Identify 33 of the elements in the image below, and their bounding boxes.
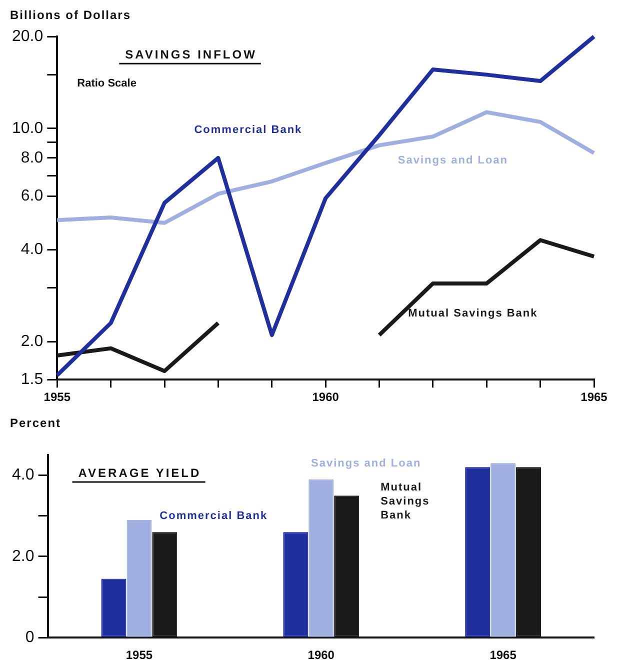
text: Commercial Bank [194,124,302,136]
y-axis-title: Billions of Dollars [9,8,132,23]
bar [126,520,152,637]
series-label: Savings and Loan [311,457,422,470]
y-tick-label: 1.5 [20,371,44,388]
x-tick-label: 1965 [580,390,608,404]
y-tick-label: 8.0 [20,149,44,166]
y-axis-title: Percent [9,416,62,431]
bar [283,532,308,637]
y-tick-label: 0 [25,629,34,646]
series-label: Commercial Bank [160,510,268,522]
bar [308,479,334,637]
bar [465,467,490,637]
series-label: Mutual Savings Bank [408,308,538,320]
y-tick-label: 4.0 [12,466,34,484]
x-tick-label: 1955 [126,648,153,662]
x-tick-label: 1955 [44,390,71,404]
text: SAVINGS INFLOW [125,48,257,62]
y-tick-label: 2.0 [20,332,44,350]
y-tick-label: 4.0 [20,241,44,258]
y-tick-label: 20.0 [12,28,44,46]
y-tick-label: 6.0 [20,187,44,204]
series-label: Mutual Savings Bank [380,482,430,522]
x-tick-label: 1960 [312,390,340,404]
bar [490,463,516,637]
y-tick-label: 2.0 [12,548,34,565]
y-tick-label: 10.0 [12,120,44,137]
bar [101,578,126,637]
text: AVERAGE YIELD [78,466,202,480]
x-tick-label: 1960 [308,648,335,662]
text: Ratio Scale [77,78,136,90]
series-label: Savings and Loan [398,154,508,167]
x-tick-label: 1965 [490,648,517,662]
